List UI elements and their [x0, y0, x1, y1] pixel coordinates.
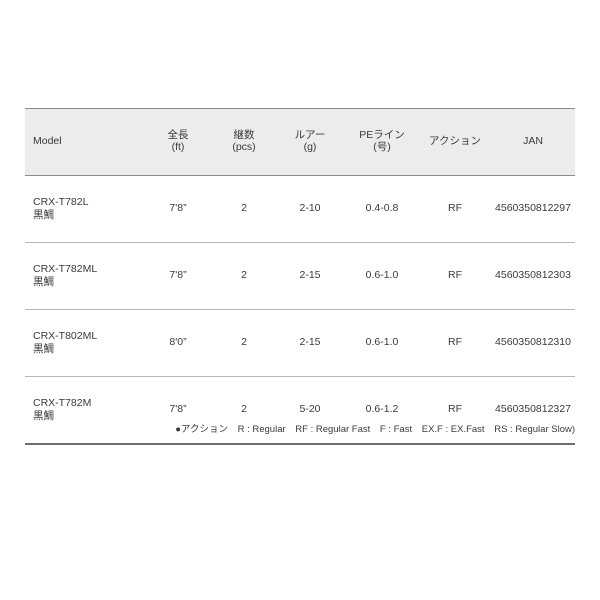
column-header-action: アクション [419, 108, 491, 176]
table-row: CRX-T782ML 黒鯛 7'8” 2 2-15 0.6-1.0 RF 456… [25, 242, 575, 310]
column-header-peline-label: PEライン [359, 129, 405, 142]
rod-spec-table: Model 全長 (ft) 継数 (pcs) ルアー (g) [25, 108, 575, 445]
column-header-jan-label: JAN [523, 135, 543, 148]
table-row: CRX-T782L 黒鯛 7'8” 2 2-10 0.4-0.8 RF 4560… [25, 175, 575, 243]
column-header-length-label: 全長 [167, 129, 189, 142]
column-header-peline: PEライン (号) [345, 108, 419, 176]
column-header-lure: ルアー (g) [275, 108, 345, 176]
model-target-fish: 黒鯛 [33, 209, 54, 221]
model-code: CRX-T782M [33, 396, 92, 409]
cell-length: 7'8” [143, 376, 213, 445]
cell-peline: 0.6-1.0 [345, 309, 419, 377]
cell-action: RF [419, 309, 491, 377]
table-body: CRX-T782L 黒鯛 7'8” 2 2-10 0.4-0.8 RF 4560… [25, 175, 575, 445]
cell-model: CRX-T782ML 黒鯛 [25, 242, 143, 310]
cell-peline: 0.6-1.2 [345, 376, 419, 445]
cell-jan: 4560350812297 [491, 175, 575, 243]
cell-jan: 4560350812303 [491, 242, 575, 310]
cell-pieces: 2 [213, 175, 275, 243]
column-header-pieces: 継数 (pcs) [213, 108, 275, 176]
model-code: CRX-T802ML [33, 329, 98, 342]
action-legend-item-r: R : Regular [237, 424, 286, 435]
model-target-fish: 黒鯛 [33, 410, 54, 422]
cell-lure: 2-15 [275, 309, 345, 377]
action-legend-item-rf: RF : Regular Fast [295, 424, 371, 435]
cell-action: RF [419, 242, 491, 310]
cell-peline: 0.4-0.8 [345, 175, 419, 243]
cell-model: CRX-T802ML 黒鯛 [25, 309, 143, 377]
cell-lure: 5-20 [275, 376, 345, 445]
model-code: CRX-T782ML [33, 262, 98, 275]
action-legend-item-rs: RS : Regular Slow) [494, 424, 575, 435]
model-target-fish: 黒鯛 [33, 343, 54, 355]
column-header-length-unit: (ft) [171, 141, 185, 153]
cell-length: 7'8” [143, 242, 213, 310]
cell-length: 7'8” [143, 175, 213, 243]
model-code: CRX-T782L [33, 195, 89, 208]
column-header-lure-unit: (g) [303, 141, 317, 153]
column-header-model: Model [25, 108, 143, 176]
cell-pieces: 2 [213, 309, 275, 377]
column-header-length: 全長 (ft) [143, 108, 213, 176]
column-header-lure-label: ルアー [294, 129, 326, 142]
cell-model: CRX-T782M 黒鯛 [25, 376, 143, 445]
cell-jan: 4560350812327 [491, 376, 575, 445]
column-header-peline-unit: (号) [373, 141, 391, 153]
cell-peline: 0.6-1.0 [345, 242, 419, 310]
action-legend-label: ●アクション [175, 424, 228, 435]
column-header-jan: JAN [491, 108, 575, 176]
action-legend-footnote: ●アクション R : Regular RF : Regular Fast F :… [25, 424, 575, 436]
cell-lure: 2-15 [275, 242, 345, 310]
model-target-fish: 黒鯛 [33, 276, 54, 288]
table-row: CRX-T782M 黒鯛 7'8” 2 5-20 0.6-1.2 RF 4560… [25, 376, 575, 445]
cell-pieces: 2 [213, 376, 275, 445]
column-header-pieces-label: 継数 [233, 129, 255, 142]
cell-length: 8'0” [143, 309, 213, 377]
column-header-pieces-unit: (pcs) [232, 141, 256, 153]
cell-model: CRX-T782L 黒鯛 [25, 175, 143, 243]
column-header-action-label: アクション [429, 135, 481, 148]
table-header: Model 全長 (ft) 継数 (pcs) ルアー (g) [25, 108, 575, 176]
cell-lure: 2-10 [275, 175, 345, 243]
table-row: CRX-T802ML 黒鯛 8'0” 2 2-15 0.6-1.0 RF 456… [25, 309, 575, 377]
cell-pieces: 2 [213, 242, 275, 310]
action-legend-item-f: F : Fast [379, 424, 413, 435]
action-legend-item-exf: EX.F : EX.Fast [421, 424, 485, 435]
cell-jan: 4560350812310 [491, 309, 575, 377]
table-header-row: Model 全長 (ft) 継数 (pcs) ルアー (g) [25, 108, 575, 176]
column-header-model-label: Model [33, 135, 62, 148]
cell-action: RF [419, 376, 491, 445]
cell-action: RF [419, 175, 491, 243]
spec-table-container: Model 全長 (ft) 継数 (pcs) ルアー (g) [25, 108, 575, 445]
